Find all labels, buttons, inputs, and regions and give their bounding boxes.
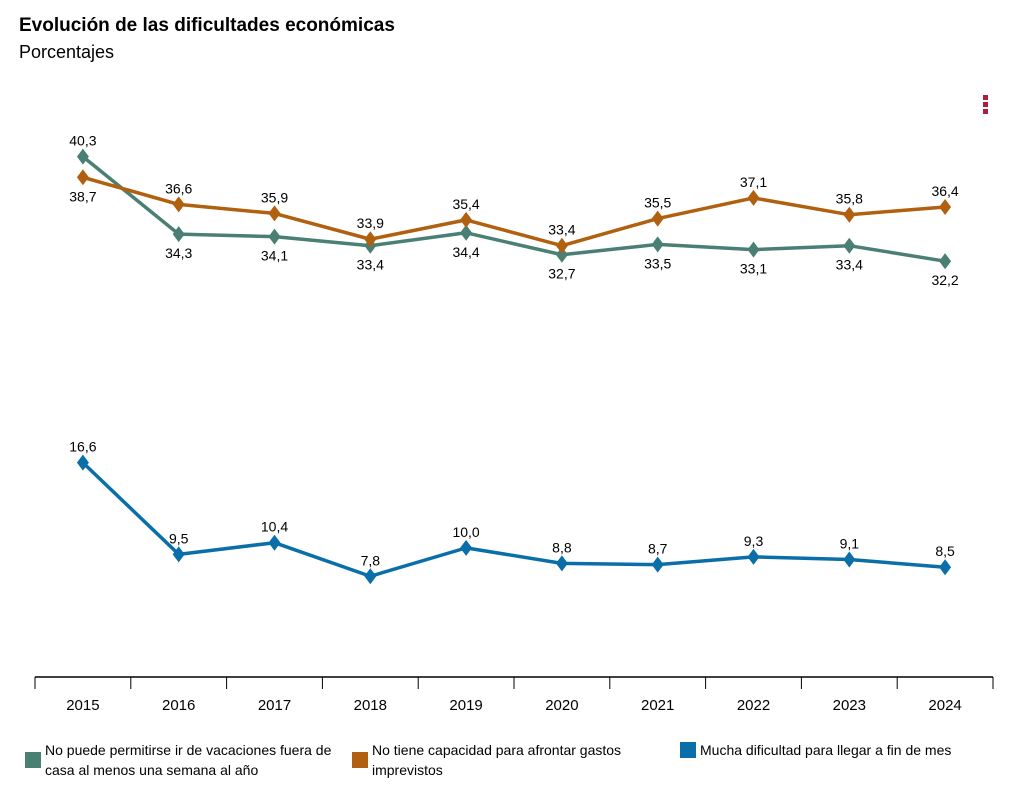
series-line xyxy=(81,155,946,263)
data-label: 32,7 xyxy=(548,266,575,282)
kebab-menu-icon[interactable] xyxy=(982,95,990,117)
data-label: 7,8 xyxy=(361,552,381,568)
data-point[interactable] xyxy=(939,253,952,270)
x-tick-label: 2023 xyxy=(833,697,866,714)
x-tick-label: 2015 xyxy=(66,697,99,714)
data-label: 35,5 xyxy=(644,195,671,211)
data-point[interactable] xyxy=(747,241,760,258)
x-tick-label: 2020 xyxy=(545,697,578,714)
data-point[interactable] xyxy=(268,228,281,245)
data-point[interactable] xyxy=(172,226,185,243)
line-chart: 2015 2016 2017 2018 2019 2020 2021 2022 2023 2024… xyxy=(34,133,994,714)
data-point[interactable] xyxy=(555,237,568,254)
data-point[interactable] xyxy=(843,206,856,223)
data-label: 8,5 xyxy=(935,543,955,559)
data-point[interactable] xyxy=(651,210,664,227)
data-point[interactable] xyxy=(460,539,473,556)
data-point[interactable] xyxy=(747,548,760,565)
data-point[interactable] xyxy=(555,555,568,572)
data-point[interactable] xyxy=(76,169,89,186)
data-label: 33,4 xyxy=(548,222,575,238)
legend-swatch xyxy=(680,742,696,758)
data-point[interactable] xyxy=(460,211,473,228)
data-label: 10,0 xyxy=(452,524,479,540)
data-label: 38,7 xyxy=(69,188,96,204)
data-label: 8,7 xyxy=(648,541,668,557)
data-label: 33,1 xyxy=(740,261,767,277)
x-tick-label: 2022 xyxy=(737,697,770,714)
x-tick-label: 2021 xyxy=(641,697,674,714)
data-point[interactable] xyxy=(747,189,760,206)
data-label: 9,5 xyxy=(169,530,189,546)
data-label: 35,8 xyxy=(836,191,863,207)
legend-swatch xyxy=(352,752,368,768)
legend-label: Mucha dificultad para llegar a fin de me… xyxy=(700,742,952,758)
x-tick-label: 2017 xyxy=(258,697,291,714)
data-point[interactable] xyxy=(651,556,664,573)
data-label: 33,9 xyxy=(357,215,384,231)
data-label: 9,1 xyxy=(840,535,860,551)
legend-swatch xyxy=(25,752,41,768)
data-label: 35,4 xyxy=(452,196,479,212)
chart-subtitle: Porcentajes xyxy=(19,42,115,62)
series-line xyxy=(81,461,946,579)
data-label: 9,3 xyxy=(744,533,764,549)
data-label: 37,1 xyxy=(740,174,767,190)
x-tick-label: 2019 xyxy=(449,697,482,714)
legend-label: No puede permitirse ir de vacaciones fue… xyxy=(45,742,332,778)
data-label: 36,6 xyxy=(165,180,192,196)
x-tick-label: 2024 xyxy=(928,697,961,714)
data-label: 34,3 xyxy=(165,245,192,261)
data-point[interactable] xyxy=(555,246,568,263)
series-line xyxy=(82,175,946,248)
data-point[interactable] xyxy=(76,148,89,165)
data-label: 40,3 xyxy=(69,133,96,149)
data-point[interactable] xyxy=(268,534,281,551)
data-point[interactable] xyxy=(843,551,856,568)
data-label: 16,6 xyxy=(69,439,96,455)
legend-label: No tiene capacidad para afrontar gastos … xyxy=(372,742,622,778)
data-label: 10,4 xyxy=(261,519,288,535)
data-point[interactable] xyxy=(460,224,473,241)
data-point[interactable] xyxy=(843,237,856,254)
data-label: 36,4 xyxy=(931,183,958,199)
data-label: 32,2 xyxy=(931,272,958,288)
data-point[interactable] xyxy=(268,205,281,222)
data-label: 33,5 xyxy=(644,255,671,271)
data-point[interactable] xyxy=(172,546,185,563)
legend-item-imprevistos[interactable]: No tiene capacidad para afrontar gastos … xyxy=(352,740,652,780)
chart-title: Evolución de las dificultades económicas xyxy=(19,15,395,36)
data-point[interactable] xyxy=(172,196,185,213)
data-label: 8,8 xyxy=(552,539,572,555)
data-label: 35,9 xyxy=(261,189,288,205)
data-point[interactable] xyxy=(939,198,952,215)
data-point[interactable] xyxy=(76,454,89,471)
data-label: 34,1 xyxy=(261,248,288,264)
data-label: 34,4 xyxy=(452,244,479,260)
x-tick-label: 2016 xyxy=(162,697,195,714)
data-point[interactable] xyxy=(364,568,377,585)
x-tick-label: 2018 xyxy=(354,697,387,714)
data-point[interactable] xyxy=(364,231,377,248)
data-label: 33,4 xyxy=(357,257,384,273)
legend-item-fin-de-mes[interactable]: Mucha dificultad para llegar a fin de me… xyxy=(680,740,1010,760)
data-point[interactable] xyxy=(939,559,952,576)
data-point[interactable] xyxy=(651,236,664,253)
data-label: 33,4 xyxy=(836,257,863,273)
legend-item-vacaciones[interactable]: No puede permitirse ir de vacaciones fue… xyxy=(25,740,355,780)
